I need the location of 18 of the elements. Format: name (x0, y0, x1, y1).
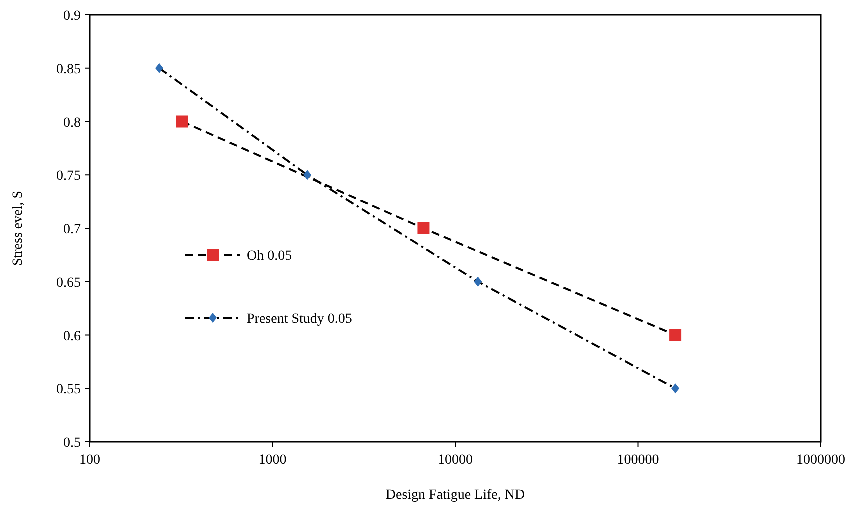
y-axis-title: Stress evel, S (11, 190, 26, 266)
x-tick-label: 1000000 (796, 453, 846, 468)
y-tick-label: 0.55 (56, 382, 81, 398)
y-tick-label: 0.7 (64, 222, 81, 238)
x-tick-label: 1000 (258, 453, 287, 468)
x-tick-label: 100 (80, 453, 100, 468)
x-tick-label: 100000 (617, 453, 660, 468)
y-tick-label: 0.8 (64, 116, 81, 131)
y-tick-label: 0.85 (56, 62, 81, 78)
y-tick-label: 0.75 (56, 169, 81, 184)
y-tick-label: 0.6 (64, 329, 81, 344)
legend-label: Present Study 0.05 (247, 312, 352, 327)
x-tick-label: 10000 (438, 453, 473, 468)
x-axis-title: Design Fatigue Life, ND (386, 488, 526, 503)
y-tick-label: 0.9 (64, 9, 81, 24)
y-tick-label: 0.65 (56, 276, 81, 291)
y-tick-label: 0.5 (64, 436, 81, 451)
legend-label: Oh 0.05 (247, 249, 292, 264)
